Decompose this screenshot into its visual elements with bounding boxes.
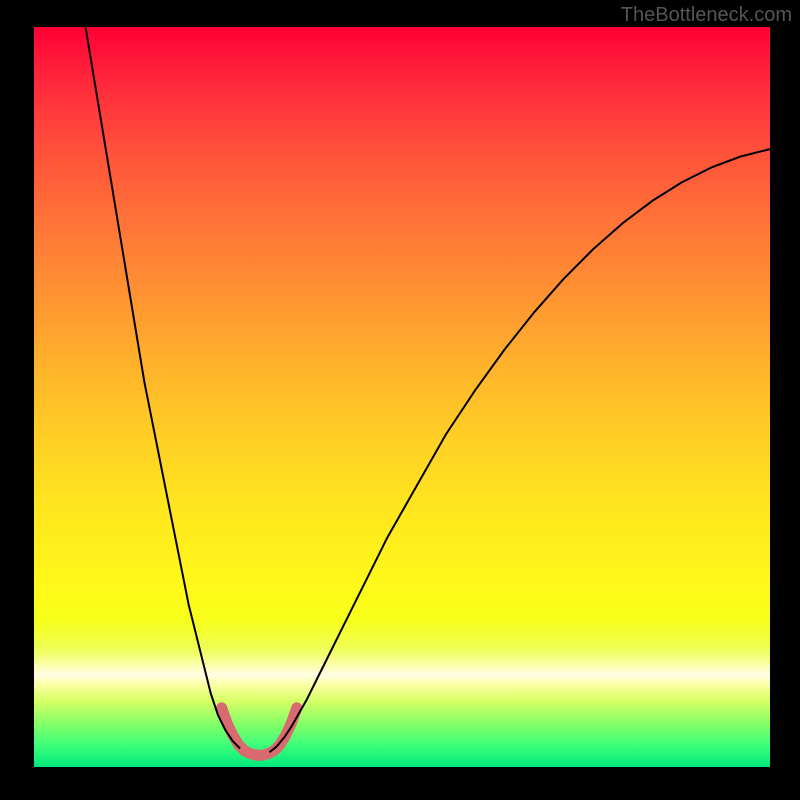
right-curve bbox=[270, 149, 770, 752]
chart-curves-layer bbox=[34, 27, 770, 767]
chart-plot-area bbox=[34, 27, 770, 767]
watermark-text: TheBottleneck.com bbox=[621, 4, 792, 27]
left-curve bbox=[86, 27, 241, 749]
trough-curve bbox=[222, 708, 297, 755]
